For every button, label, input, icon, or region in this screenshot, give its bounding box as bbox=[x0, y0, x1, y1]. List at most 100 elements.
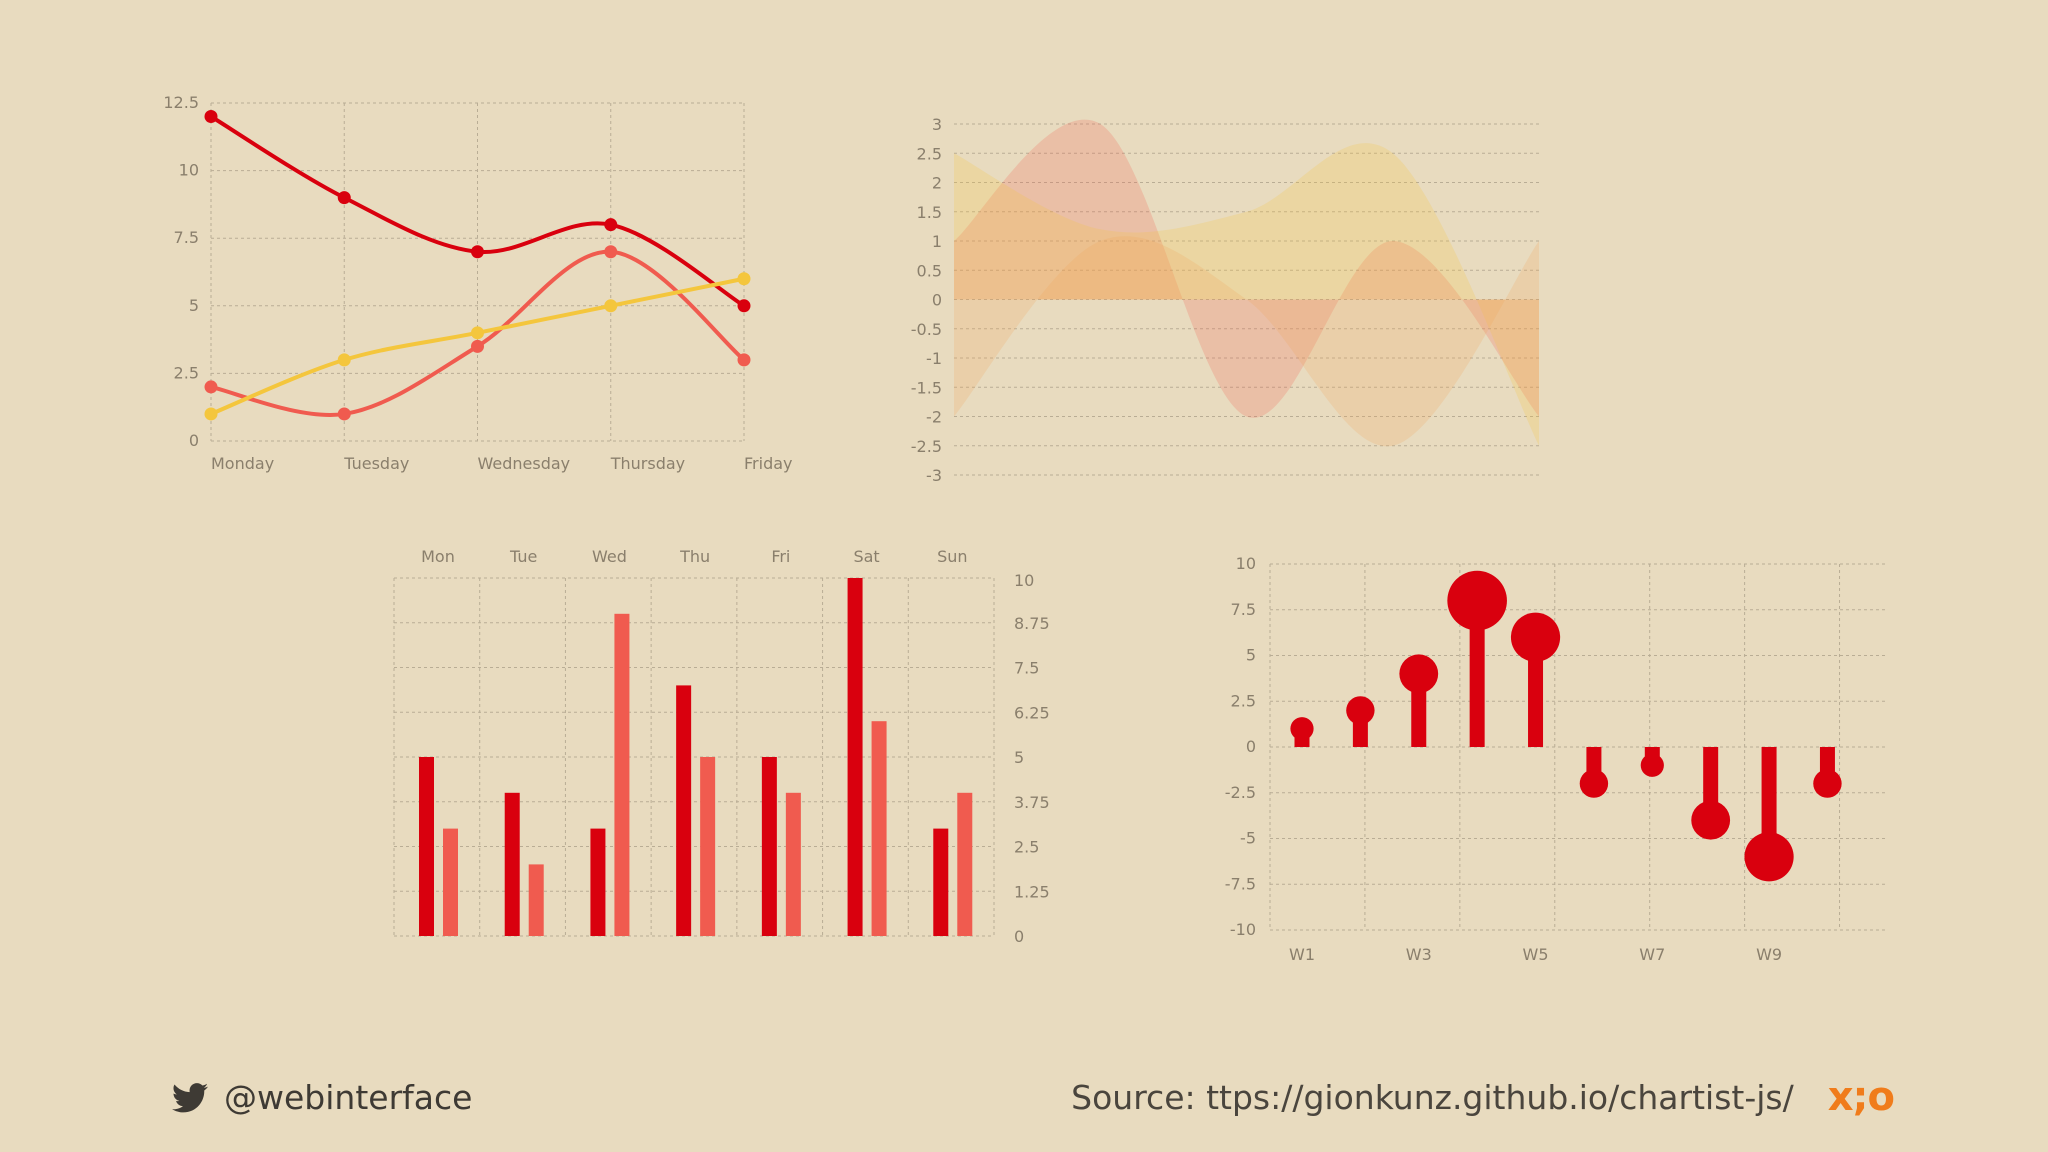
area-chart-panel: 3 2.5 2 1.5 1 0.5 0 -0.5 -1 -1.5 -2 -2.5 -3 bbox=[880, 88, 1580, 498]
bar-chart-panel: 0 1.25 2.5 3.75 5 6.25 7.5 8.75 10 Mon Tue Wed Thu Fr… bbox=[346, 530, 1106, 990]
y-tick-label: -2.5 bbox=[1225, 783, 1256, 802]
x-tick-label: Sat bbox=[853, 547, 879, 566]
y-tick-label: 6.25 bbox=[1014, 703, 1050, 722]
y-tick-label: 0 bbox=[1014, 927, 1024, 946]
y-tick-label: -5 bbox=[1240, 829, 1256, 848]
bar[interactable] bbox=[590, 828, 606, 936]
y-tick-label: 12.5 bbox=[163, 93, 199, 112]
data-point[interactable] bbox=[337, 191, 351, 205]
y-tick-label: 0.5 bbox=[917, 261, 942, 280]
lollipop-head[interactable] bbox=[1399, 654, 1439, 694]
footer-source: Source: ttps://gionkunz.github.io/charti… bbox=[1071, 1074, 1895, 1120]
lollipop-head[interactable] bbox=[1691, 800, 1731, 840]
x-tick-label: Friday bbox=[744, 454, 793, 473]
bar[interactable] bbox=[614, 613, 630, 936]
y-tick-label: 2.5 bbox=[1231, 691, 1256, 710]
y-tick-label: 2.5 bbox=[917, 144, 942, 163]
data-point[interactable] bbox=[471, 339, 484, 353]
bar[interactable] bbox=[933, 828, 949, 936]
line-grid bbox=[210, 102, 745, 442]
lollipop-head[interactable] bbox=[1510, 612, 1561, 662]
x-tick-label: Tuesday bbox=[343, 454, 409, 473]
data-point[interactable] bbox=[604, 299, 618, 313]
bar[interactable] bbox=[761, 757, 777, 936]
y-tick-label: 5 bbox=[189, 296, 199, 315]
y-tick-label: 5 bbox=[1246, 646, 1256, 665]
line-chart-panel: 0 2.5 5 7.5 10 12.5 Monday Tuesday Wednesday Thur… bbox=[118, 80, 830, 495]
x-tick-label: Mon bbox=[421, 547, 455, 566]
y-tick-label: 3.75 bbox=[1014, 793, 1050, 812]
lollipop-head[interactable] bbox=[1744, 832, 1794, 882]
data-point[interactable] bbox=[471, 326, 484, 340]
y-tick-label: -2.5 bbox=[911, 437, 942, 456]
data-point[interactable] bbox=[337, 353, 351, 367]
area-chart: 3 2.5 2 1.5 1 0.5 0 -0.5 -1 -1.5 -2 -2.5 -3 bbox=[911, 115, 1539, 485]
bar[interactable] bbox=[871, 721, 887, 936]
data-point[interactable] bbox=[204, 407, 218, 421]
lollipop-head[interactable] bbox=[1579, 769, 1609, 798]
y-tick-label: 1.25 bbox=[1014, 882, 1050, 901]
lollipop-head[interactable] bbox=[1640, 753, 1664, 777]
x-tick-label: Monday bbox=[211, 454, 274, 473]
data-point[interactable] bbox=[737, 299, 751, 313]
y-tick-label: 7.5 bbox=[1231, 600, 1256, 619]
data-point[interactable] bbox=[471, 245, 484, 259]
y-tick-label: 7.5 bbox=[1014, 659, 1039, 678]
bar[interactable] bbox=[528, 864, 544, 936]
bar[interactable] bbox=[785, 792, 801, 936]
bar[interactable] bbox=[676, 685, 692, 936]
brand-logo: x;o bbox=[1827, 1074, 1895, 1120]
y-tick-label: 0 bbox=[189, 431, 199, 450]
data-point[interactable] bbox=[204, 380, 218, 394]
y-tick-label: -7.5 bbox=[1225, 874, 1256, 893]
bar[interactable] bbox=[504, 792, 520, 936]
y-tick-label: -2 bbox=[926, 408, 942, 427]
footer-social: @webinterface bbox=[172, 1078, 472, 1117]
lollipop-head[interactable] bbox=[1813, 769, 1842, 798]
y-tick-label: 2 bbox=[932, 174, 942, 193]
x-tick-label: Wednesday bbox=[478, 454, 571, 473]
x-tick-label: Tue bbox=[509, 547, 537, 566]
data-point[interactable] bbox=[337, 407, 351, 421]
bar[interactable] bbox=[443, 828, 458, 936]
bar[interactable] bbox=[419, 757, 434, 936]
series-area bbox=[954, 236, 1539, 447]
y-tick-label: -1.5 bbox=[911, 378, 942, 397]
x-tick-label: Sun bbox=[937, 547, 967, 566]
bar[interactable] bbox=[957, 792, 973, 936]
y-tick-label: 3 bbox=[932, 115, 942, 134]
y-tick-label: 1.5 bbox=[917, 203, 942, 222]
y-tick-label: -3 bbox=[926, 466, 942, 485]
twitter-handle[interactable]: @webinterface bbox=[224, 1078, 473, 1117]
bar[interactable] bbox=[700, 757, 716, 936]
line-chart: 0 2.5 5 7.5 10 12.5 Monday Tuesday Wednesday Thur… bbox=[163, 93, 793, 473]
y-tick-label: -0.5 bbox=[911, 320, 942, 339]
lollipop-chart-panel: 10 7.5 5 2.5 0 -2.5 -5 -7.5 -10 W1 W3 W5 W7 W9 bbox=[1200, 528, 1920, 988]
source-link[interactable]: Source: ttps://gionkunz.github.io/charti… bbox=[1071, 1077, 1794, 1117]
data-point[interactable] bbox=[604, 245, 618, 259]
y-tick-label: 0 bbox=[1246, 737, 1256, 756]
data-point[interactable] bbox=[737, 353, 751, 367]
x-tick-label: W9 bbox=[1756, 945, 1782, 964]
data-point[interactable] bbox=[737, 272, 751, 286]
y-tick-label: 0 bbox=[932, 291, 942, 310]
x-tick-label: W3 bbox=[1406, 945, 1432, 964]
x-tick-label: W7 bbox=[1639, 945, 1665, 964]
series-area bbox=[954, 143, 1539, 446]
lollipop-head[interactable] bbox=[1290, 717, 1314, 741]
bar[interactable] bbox=[847, 578, 863, 936]
y-tick-label: 2.5 bbox=[174, 363, 199, 382]
y-tick-label: 1 bbox=[932, 232, 942, 251]
series-area bbox=[954, 119, 1539, 418]
x-tick-label: W5 bbox=[1523, 945, 1549, 964]
y-tick-label: 10 bbox=[1014, 571, 1034, 590]
data-point[interactable] bbox=[604, 218, 618, 232]
lollipop-head[interactable] bbox=[1447, 570, 1507, 631]
twitter-bird-icon bbox=[172, 1082, 208, 1112]
y-tick-label: -1 bbox=[926, 349, 942, 368]
x-tick-label: W1 bbox=[1289, 945, 1315, 964]
bar-chart: 0 1.25 2.5 3.75 5 6.25 7.5 8.75 10 Mon Tue Wed Thu Fr… bbox=[393, 547, 1050, 946]
lollipop-head[interactable] bbox=[1346, 696, 1375, 725]
x-tick-label: Fri bbox=[771, 547, 790, 566]
data-point[interactable] bbox=[204, 110, 218, 124]
